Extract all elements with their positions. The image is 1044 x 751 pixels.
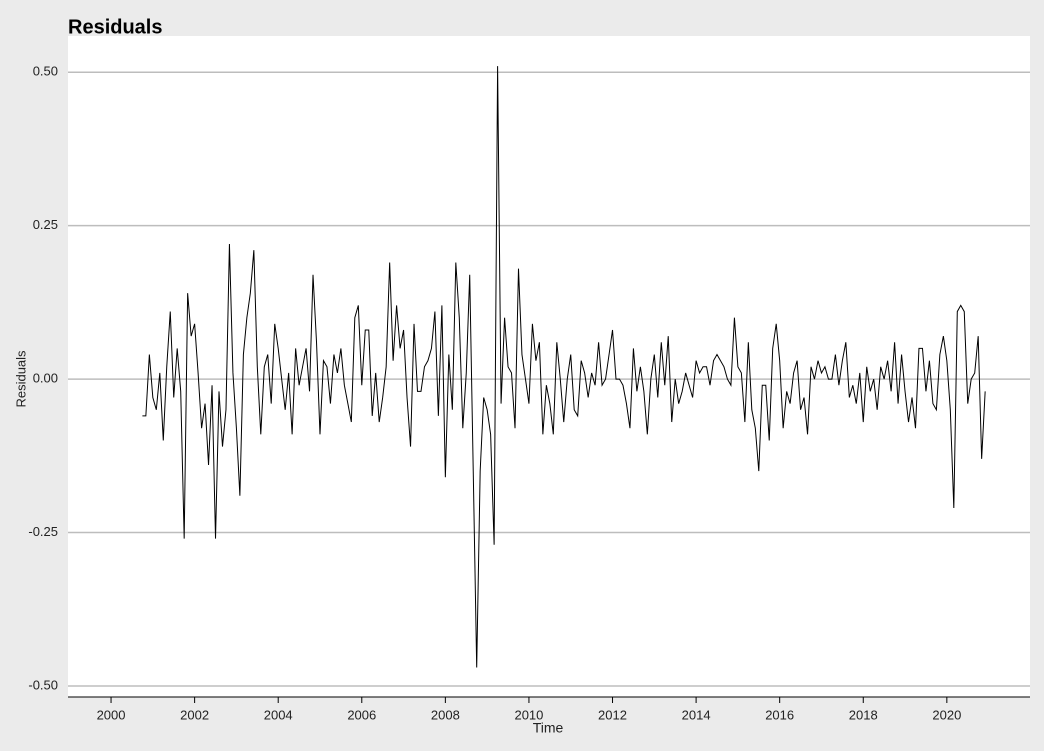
x-tick-label: 2012: [598, 707, 627, 722]
x-tick-label: 2016: [765, 707, 794, 722]
x-tick-label: 2002: [180, 707, 209, 722]
y-tick-label: 0.00: [33, 371, 58, 386]
x-tick-label: 2004: [264, 707, 293, 722]
x-tick-label: 2018: [849, 707, 878, 722]
x-tick-label: 2020: [932, 707, 961, 722]
x-tick-label: 2008: [431, 707, 460, 722]
x-axis-label: Time: [533, 720, 564, 736]
x-tick-label: 2010: [514, 707, 543, 722]
chart-title: Residuals: [68, 16, 162, 38]
y-tick-label: -0.25: [28, 524, 58, 539]
residual-line: [142, 66, 986, 668]
y-tick-label: -0.50: [28, 677, 58, 692]
x-tick-label: 2014: [682, 707, 711, 722]
y-axis-label: Residuals: [13, 350, 28, 408]
plot-panel: [68, 36, 1030, 697]
y-tick-label: 0.50: [33, 64, 58, 79]
x-tick-label: 2000: [97, 707, 126, 722]
y-tick-label: 0.25: [33, 217, 58, 232]
x-tick-label: 2006: [347, 707, 376, 722]
